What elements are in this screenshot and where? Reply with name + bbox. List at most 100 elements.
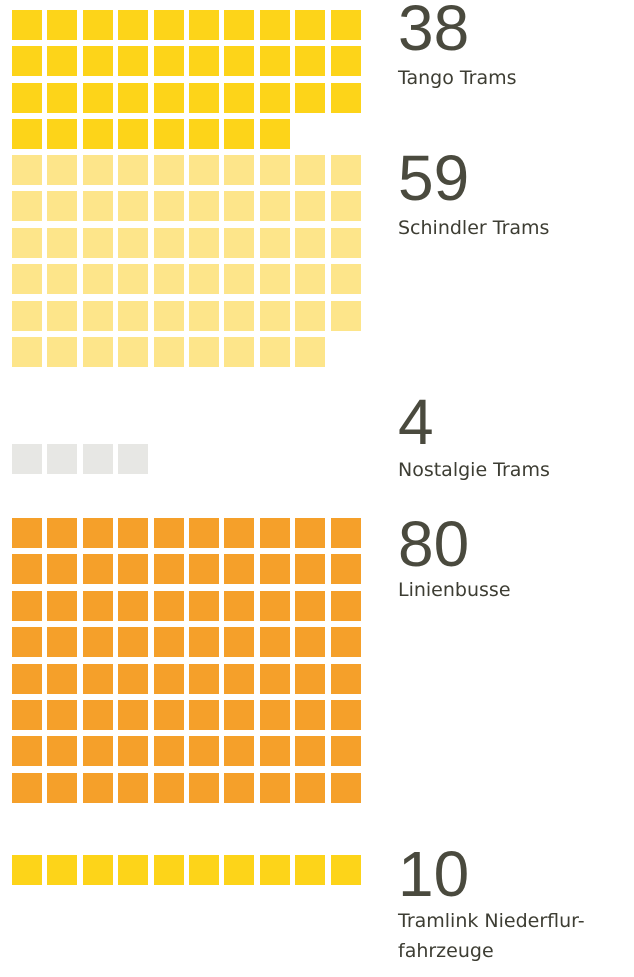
unit-square [82,590,113,621]
unit-square [47,119,78,150]
unit-square [82,337,113,367]
unit-square [118,736,149,767]
unit-square [12,590,42,621]
unit-square [153,46,184,77]
unit-square [259,300,290,331]
unit-square [118,46,149,77]
unit-square [118,337,149,367]
unit-square [259,337,290,367]
unit-square [189,855,219,885]
unit-square [118,264,149,295]
unit-square [330,736,361,767]
unit-square [224,191,255,222]
group-label: Nostalgie Trams [398,459,550,481]
unit-square [12,227,42,258]
unit-square [224,736,255,767]
unit-square [224,590,255,621]
unit-square [47,10,78,40]
unit-square [12,444,42,474]
unit-square [47,772,78,803]
unit-square [153,554,184,585]
unit-square [330,554,361,585]
unit-square [295,46,326,77]
unit-square [47,855,78,885]
unit-square [82,663,113,694]
unit-square [82,700,113,730]
unit-square [12,155,42,185]
group-label: Schindler Trams [398,217,550,239]
unit-square [259,772,290,803]
unit-square [153,227,184,258]
unit-square [118,155,149,185]
unit-square [47,554,78,585]
unit-square [118,82,149,113]
unit-square [82,10,113,40]
unit-square [259,554,290,585]
group-label: Tramlink Niederflur-fahrzeuge [398,910,585,962]
unit-square [224,772,255,803]
unit-square [189,82,219,113]
unit-square [224,46,255,77]
unit-square [330,627,361,658]
unit-square [153,337,184,367]
unit-square [12,300,42,331]
unit-square [189,155,219,185]
unit-square [153,264,184,295]
unit-square [295,554,326,585]
unit-square [153,736,184,767]
unit-square [118,855,149,885]
unit-square [47,82,78,113]
unit-square [153,772,184,803]
unit-square [12,772,42,803]
unit-square [12,10,42,40]
unit-square [330,772,361,803]
unit-square [12,82,42,113]
unit-square [118,590,149,621]
group-value: 59 [398,142,470,214]
unit-square [295,627,326,658]
unit-square [12,191,42,222]
unit-square [224,155,255,185]
unit-square [118,227,149,258]
unit-square [330,264,361,295]
unit-square [189,627,219,658]
unit-square [118,119,149,150]
unit-square [82,736,113,767]
unit-square [82,300,113,331]
unit-square [189,554,219,585]
unit-square [153,700,184,730]
unit-square [295,736,326,767]
unit-square [224,119,255,150]
unit-square [295,264,326,295]
unit-square [153,663,184,694]
unit-square [224,227,255,258]
unit-square [259,191,290,222]
unit-square [189,772,219,803]
unit-square [47,736,78,767]
unit-square [47,264,78,295]
unit-square [295,82,326,113]
unit-square [47,191,78,222]
unit-square [12,627,42,658]
unit-square [295,155,326,185]
unit-square [189,10,219,40]
unit-square [259,155,290,185]
unit-square [153,590,184,621]
unit-square [224,627,255,658]
unit-square [259,10,290,40]
unit-square [118,700,149,730]
unit-square [82,554,113,585]
unit-square [295,227,326,258]
unit-square [82,855,113,885]
unit-square [153,191,184,222]
unit-square [295,700,326,730]
unit-square [189,590,219,621]
unit-square [295,337,326,367]
unit-square [47,700,78,730]
unit-square [12,119,42,150]
unit-square [295,663,326,694]
unit-square [12,663,42,694]
unit-square [189,227,219,258]
unit-square [259,518,290,548]
unit-square [153,300,184,331]
